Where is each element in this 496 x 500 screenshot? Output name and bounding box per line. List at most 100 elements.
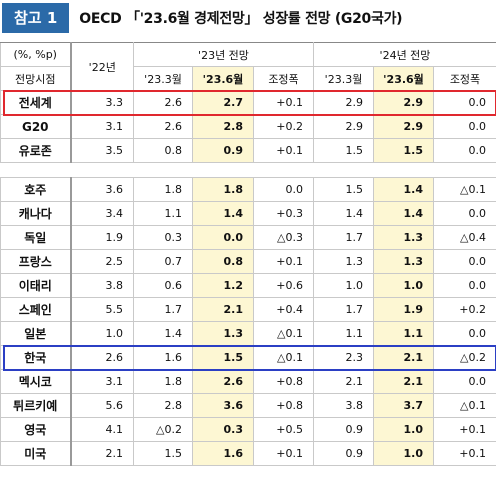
cell: 2.5 — [70, 249, 134, 274]
data-row: 전세계 3.3 2.6 2.7 +0.1 2.9 2.9 0.0 — [0, 90, 496, 115]
forecast-table: (%, %p) '22년 '23년 전망 '24년 전망 전망시점 '23.3월… — [0, 42, 496, 466]
cell: 0.0 — [433, 321, 496, 346]
cell: 1.5 — [313, 138, 374, 163]
cell: 1.4 — [373, 201, 434, 226]
cell: 0.0 — [433, 273, 496, 298]
cell: 3.8 — [70, 273, 134, 298]
cell: 0.8 — [133, 138, 193, 163]
cell: 2.1 — [373, 345, 434, 370]
cell: 1.8 — [133, 369, 193, 394]
country: 튀르키예 — [0, 393, 72, 418]
data-row: 유로존 3.5 0.8 0.9 +0.1 1.5 1.5 0.0 — [0, 138, 496, 163]
data-row: 미국 2.1 1.5 1.6 +0.1 0.9 1.0 +0.1 — [0, 441, 496, 466]
cell: 0.9 — [313, 441, 374, 466]
country: 이태리 — [0, 273, 72, 298]
cell: 5.5 — [70, 297, 134, 322]
title-bar: 참고 1 OECD 「'23.6월 경제전망」 성장률 전망 (G20국가) — [0, 0, 496, 36]
badge: 참고 1 — [2, 3, 70, 33]
sub-header: '23.6월 — [373, 66, 434, 91]
cell: △0.3 — [253, 225, 314, 250]
cell: 1.5 — [313, 177, 374, 202]
data-row: 독일 1.9 0.3 0.0 △0.3 1.7 1.3 △0.4 — [0, 225, 496, 250]
cell: △0.1 — [253, 345, 314, 370]
country: 유로존 — [0, 138, 72, 163]
cell: 2.6 — [192, 369, 254, 394]
cell: 2.6 — [133, 90, 193, 115]
cell: 2.1 — [70, 441, 134, 466]
cell: 2.9 — [373, 90, 434, 115]
cell: 3.6 — [192, 393, 254, 418]
country: 미국 — [0, 441, 72, 466]
data-row: 스페인 5.5 1.7 2.1 +0.4 1.7 1.9 +0.2 — [0, 297, 496, 322]
cell: 0.8 — [192, 249, 254, 274]
cell: 1.5 — [373, 138, 434, 163]
cell: 2.7 — [192, 90, 254, 115]
cell: 1.5 — [192, 345, 254, 370]
data-row: 한국 2.6 1.6 1.5 △0.1 2.3 2.1 △0.2 — [0, 345, 496, 370]
header-row: 전망시점 '23.3월 '23.6월 조정폭 '23.3월 '23.6월 조정폭 — [0, 66, 496, 91]
cell: 0.9 — [313, 417, 374, 442]
cell: 1.7 — [133, 297, 193, 322]
cell: 1.3 — [313, 249, 374, 274]
cell: 2.3 — [313, 345, 374, 370]
cell: 0.0 — [433, 369, 496, 394]
unit: (%, %p) — [0, 42, 72, 67]
cell: 0.0 — [433, 90, 496, 115]
cell: 0.0 — [433, 201, 496, 226]
cell: 3.5 — [70, 138, 134, 163]
cell: 0.3 — [133, 225, 193, 250]
cell: 3.4 — [70, 201, 134, 226]
cell: 3.8 — [313, 393, 374, 418]
cell: 5.6 — [70, 393, 134, 418]
sub-header: '23.6월 — [192, 66, 254, 91]
cell: 1.1 — [313, 321, 374, 346]
cell: 1.0 — [70, 321, 134, 346]
cell: 1.7 — [313, 225, 374, 250]
cell: +0.1 — [253, 90, 314, 115]
data-row: 멕시코 3.1 1.8 2.6 +0.8 2.1 2.1 0.0 — [0, 369, 496, 394]
cell: 1.8 — [192, 177, 254, 202]
sub-header: '23.3월 — [133, 66, 193, 91]
cell: 3.1 — [70, 369, 134, 394]
cell: 2.1 — [192, 297, 254, 322]
cell: 2.6 — [70, 345, 134, 370]
cell: 2.1 — [313, 369, 374, 394]
cell: 1.0 — [373, 273, 434, 298]
cell: +0.1 — [253, 249, 314, 274]
group-header: '23년 전망 — [133, 42, 314, 67]
cell: 1.1 — [373, 321, 434, 346]
cell: △0.1 — [433, 177, 496, 202]
cell: 1.4 — [373, 177, 434, 202]
cell: +0.1 — [253, 138, 314, 163]
cell: 1.9 — [70, 225, 134, 250]
cell: 2.6 — [133, 114, 193, 139]
country: 캐나다 — [0, 201, 72, 226]
cell: 2.1 — [373, 369, 434, 394]
cell: +0.6 — [253, 273, 314, 298]
cell: 1.4 — [133, 321, 193, 346]
data-row: 캐나다 3.4 1.1 1.4 +0.3 1.4 1.4 0.0 — [0, 201, 496, 226]
country: 전세계 — [0, 90, 72, 115]
country: 독일 — [0, 225, 72, 250]
cell: +0.8 — [253, 369, 314, 394]
cell: +0.2 — [253, 114, 314, 139]
cell: 3.7 — [373, 393, 434, 418]
cell: 0.0 — [433, 114, 496, 139]
data-row: 호주 3.6 1.8 1.8 0.0 1.5 1.4 △0.1 — [0, 177, 496, 202]
cell: 1.7 — [313, 297, 374, 322]
spacer-row — [0, 162, 496, 178]
cell: 0.3 — [192, 417, 254, 442]
cell: 1.6 — [192, 441, 254, 466]
row-header: 전망시점 — [0, 66, 72, 91]
group-header: '24년 전망 — [313, 42, 496, 67]
cell: 3.6 — [70, 177, 134, 202]
spacer — [0, 162, 496, 178]
cell: +0.1 — [253, 441, 314, 466]
data-row: 영국 4.1 △0.2 0.3 +0.5 0.9 1.0 +0.1 — [0, 417, 496, 442]
cell: 0.9 — [192, 138, 254, 163]
col-header: '22년 — [70, 42, 134, 91]
cell: 2.8 — [133, 393, 193, 418]
header-row: (%, %p) '22년 '23년 전망 '24년 전망 — [0, 42, 496, 91]
country: 호주 — [0, 177, 72, 202]
cell: △0.1 — [253, 321, 314, 346]
